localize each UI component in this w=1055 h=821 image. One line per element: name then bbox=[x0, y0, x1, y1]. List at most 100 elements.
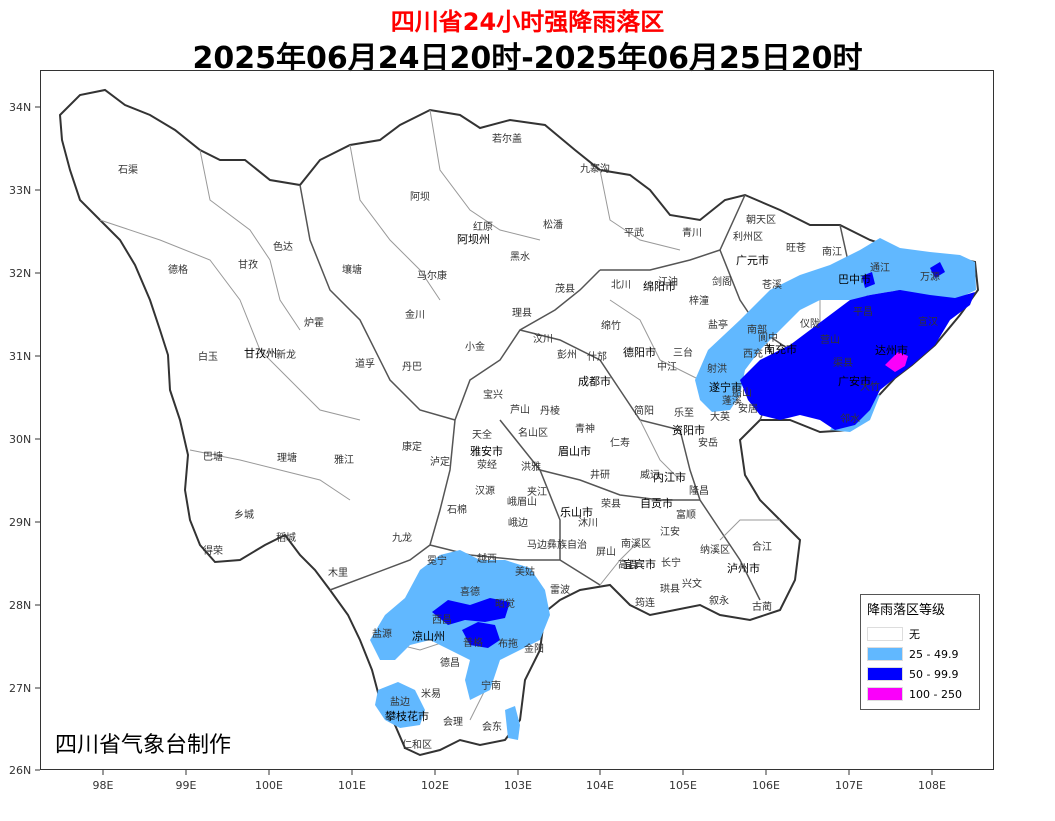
place-label: 蓬溪 bbox=[722, 395, 742, 407]
lat-label: 32N bbox=[9, 267, 31, 280]
place-label: 康定 bbox=[402, 440, 422, 453]
place-label: 旺苍 bbox=[786, 241, 806, 254]
map-credit: 四川省气象台制作 bbox=[55, 733, 232, 758]
lon-axis: 98E 99E 100E 101E 102E 103E 104E 105E 10… bbox=[93, 770, 946, 792]
place-label: 纳溪区 bbox=[700, 543, 730, 556]
lon-label: 103E bbox=[504, 779, 532, 792]
place-label: 松潘 bbox=[543, 218, 563, 231]
place-label: 越西 bbox=[477, 552, 497, 565]
place-label: 九龙 bbox=[392, 531, 412, 544]
lon-label: 104E bbox=[586, 779, 614, 792]
place-labels: 石渠 若尔盖 九寨沟 阿坝 红原 松潘 平武 青川 朝天区 利州区 旺苍 南江 … bbox=[118, 132, 940, 751]
place-label: 若尔盖 bbox=[492, 132, 522, 145]
city-label: 绵阳市 bbox=[643, 279, 676, 293]
place-label: 西昌 bbox=[432, 614, 452, 626]
lat-label: 30N bbox=[9, 433, 31, 446]
place-label: 金阳 bbox=[524, 642, 544, 655]
legend-swatch bbox=[867, 647, 903, 661]
place-label: 小金 bbox=[465, 340, 485, 353]
legend-label: 无 bbox=[909, 628, 920, 641]
place-label: 朝天区 bbox=[746, 214, 776, 226]
city-label: 乐山市 bbox=[560, 505, 593, 519]
city-label: 宜宾市 bbox=[623, 557, 656, 571]
place-label: 雅江 bbox=[334, 453, 354, 466]
place-label: 船山 bbox=[732, 386, 752, 399]
place-label: 普格 bbox=[463, 636, 483, 649]
place-label: 洪雅 bbox=[521, 460, 541, 473]
place-label: 丹巴 bbox=[402, 361, 422, 373]
city-label: 雅安市 bbox=[470, 444, 503, 458]
legend-title: 降雨落区等级 bbox=[867, 603, 946, 618]
place-label: 苍溪 bbox=[762, 278, 782, 291]
map-frame bbox=[40, 70, 994, 770]
city-label: 攀枝花市 bbox=[385, 709, 429, 723]
place-label: 白玉 bbox=[198, 350, 218, 363]
place-label: 珙县 bbox=[660, 583, 680, 595]
place-label: 雷波 bbox=[550, 583, 570, 596]
place-label: 石棉 bbox=[447, 503, 467, 516]
place-label: 理塘 bbox=[277, 451, 297, 464]
lon-label: 99E bbox=[176, 779, 197, 792]
legend-label: 50 - 99.9 bbox=[909, 667, 959, 681]
place-label: 富顺 bbox=[676, 508, 696, 521]
place-label: 乐至 bbox=[674, 407, 694, 419]
place-label: 汉源 bbox=[475, 484, 495, 497]
place-label: 绵竹 bbox=[601, 319, 621, 332]
lat-label: 26N bbox=[9, 764, 31, 777]
place-label: 仪陇 bbox=[800, 317, 820, 330]
rain-zone-100-250 bbox=[885, 352, 908, 372]
place-label: 德昌 bbox=[440, 656, 460, 669]
place-label: 射洪 bbox=[707, 363, 727, 375]
place-label: 阿坝 bbox=[410, 191, 430, 203]
place-label: 渠县 bbox=[833, 357, 853, 369]
place-label: 万源 bbox=[920, 270, 940, 283]
place-label: 芦山 bbox=[510, 404, 530, 416]
place-label: 合江 bbox=[752, 540, 772, 553]
place-label: 石渠 bbox=[118, 164, 138, 176]
place-label: 昭觉 bbox=[495, 598, 515, 610]
legend-swatch bbox=[867, 667, 903, 681]
place-label: 隆昌 bbox=[689, 484, 709, 497]
place-label: 三台 bbox=[673, 346, 693, 359]
city-label: 遂宁市 bbox=[709, 380, 742, 394]
place-label: 叙永 bbox=[709, 594, 729, 607]
place-label: 南江 bbox=[822, 245, 842, 258]
place-label: 荣县 bbox=[601, 498, 621, 510]
place-label: 大英 bbox=[710, 410, 730, 423]
legend-item: 25 - 49.9 bbox=[867, 644, 973, 664]
place-label: 马尔康 bbox=[417, 269, 447, 282]
lat-label: 28N bbox=[9, 599, 31, 612]
place-label: 仁和区 bbox=[402, 739, 432, 751]
legend-item: 50 - 99.9 bbox=[867, 664, 973, 684]
place-label: 古蔺 bbox=[752, 600, 772, 613]
place-label: 峨边 bbox=[508, 517, 528, 529]
place-label: 炉霍 bbox=[304, 317, 324, 329]
place-label: 喜德 bbox=[460, 585, 480, 598]
place-label: 布拖 bbox=[498, 637, 518, 650]
city-label: 阿坝州 bbox=[457, 232, 490, 246]
place-label: 平武 bbox=[624, 226, 644, 239]
place-label: 美姑 bbox=[515, 565, 535, 578]
place-label: 平昌 bbox=[853, 306, 873, 318]
place-label: 仁寿 bbox=[610, 436, 630, 449]
lat-axis: 34N 33N 32N 31N 30N 29N 28N 27N 26N bbox=[9, 101, 40, 777]
lat-label: 27N bbox=[9, 682, 31, 695]
place-label: 中江 bbox=[657, 360, 677, 373]
place-label: 会东 bbox=[482, 720, 502, 733]
lat-label: 34N bbox=[9, 101, 31, 114]
place-label: 高县 bbox=[618, 558, 638, 571]
place-label: 西充 bbox=[743, 347, 763, 360]
place-label: 彭州 bbox=[557, 348, 577, 361]
place-label: 壤塘 bbox=[342, 263, 362, 276]
place-label: 大竹 bbox=[860, 380, 880, 393]
place-label: 马边彝族自治 bbox=[527, 538, 587, 551]
place-label: 青川 bbox=[682, 226, 702, 239]
place-label: 盐源 bbox=[372, 627, 392, 640]
place-label: 巴塘 bbox=[203, 450, 223, 463]
place-label: 丹棱 bbox=[540, 404, 560, 417]
place-label: 木里 bbox=[328, 567, 348, 579]
county-boundaries bbox=[99, 109, 901, 721]
lon-label: 100E bbox=[255, 779, 283, 792]
city-label: 甘孜州 bbox=[244, 346, 277, 360]
city-label: 达州市 bbox=[875, 343, 908, 357]
